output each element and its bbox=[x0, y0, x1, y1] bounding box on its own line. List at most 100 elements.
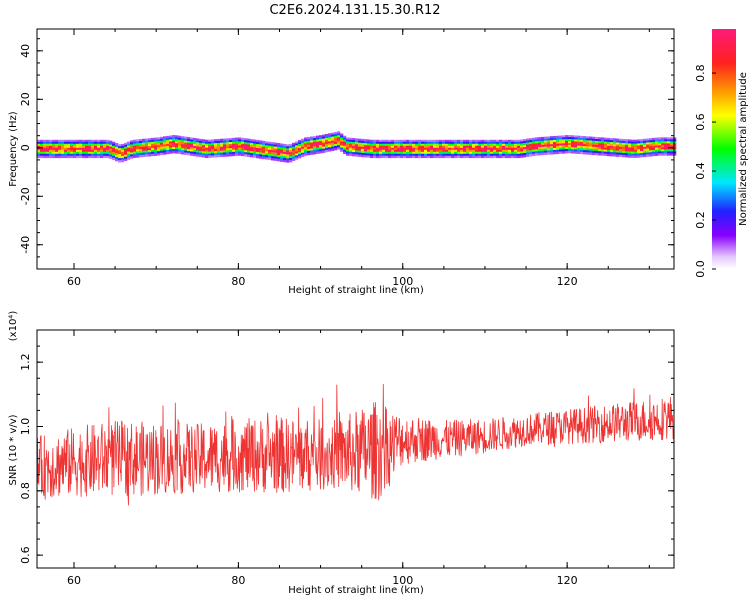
heatmap-cell bbox=[283, 151, 287, 155]
heatmap-cell bbox=[601, 141, 605, 144]
heatmap-cell bbox=[457, 151, 461, 155]
heatmap-cell bbox=[73, 143, 77, 147]
heatmap-cell bbox=[604, 151, 608, 154]
heatmap-cell bbox=[562, 145, 566, 148]
heatmap-cell bbox=[406, 147, 410, 151]
heatmap-cell bbox=[175, 151, 179, 154]
heatmap-cell bbox=[379, 143, 383, 147]
heatmap-cell bbox=[55, 153, 59, 157]
heatmap-cell bbox=[439, 153, 443, 157]
heatmap-cell bbox=[337, 147, 341, 150]
heatmap-cell bbox=[157, 143, 161, 146]
heatmap-cell bbox=[385, 153, 389, 157]
heatmap-cell bbox=[163, 144, 167, 147]
heatmap-cell bbox=[493, 151, 497, 155]
heatmap-cell bbox=[220, 138, 224, 142]
heatmap-cell bbox=[562, 141, 566, 144]
heatmap-cell bbox=[643, 150, 647, 154]
heatmap-cell bbox=[466, 147, 470, 151]
heatmap-cell bbox=[577, 137, 581, 140]
heatmap-cell bbox=[217, 150, 221, 154]
heatmap-cell bbox=[61, 151, 65, 155]
heatmap-cell bbox=[646, 140, 650, 143]
heatmap-cell bbox=[523, 143, 527, 146]
heatmap-cell bbox=[256, 145, 260, 149]
heatmap-cell bbox=[586, 152, 590, 155]
heatmap-cell bbox=[397, 155, 401, 159]
heatmap-cell bbox=[535, 139, 539, 142]
heatmap-cell bbox=[622, 144, 626, 148]
heatmap-cell bbox=[181, 148, 185, 151]
heatmap-cell bbox=[118, 156, 122, 159]
heatmap-cell bbox=[199, 146, 203, 150]
heatmap-cell bbox=[328, 143, 332, 146]
heatmap-cell bbox=[475, 143, 479, 147]
heatmap-cell bbox=[223, 154, 227, 157]
heatmap-cell bbox=[55, 149, 59, 153]
heatmap-cell bbox=[160, 150, 164, 154]
heatmap-cell bbox=[637, 151, 641, 154]
heatmap-cell bbox=[397, 145, 401, 149]
heatmap-cell bbox=[466, 139, 470, 143]
heatmap-cell bbox=[271, 144, 275, 147]
heatmap-cell bbox=[355, 150, 359, 153]
heatmap-cell bbox=[400, 151, 404, 155]
heatmap-cell bbox=[199, 138, 203, 142]
heatmap-cell bbox=[232, 141, 236, 145]
heatmap-cell bbox=[37, 145, 41, 149]
heatmap-cell bbox=[379, 155, 383, 159]
heatmap-cell bbox=[289, 150, 293, 153]
heatmap-cell bbox=[292, 148, 296, 152]
heatmap-cell bbox=[625, 139, 629, 142]
heatmap-cell bbox=[232, 153, 236, 157]
heatmap-cell bbox=[211, 145, 215, 148]
heatmap-cell bbox=[106, 153, 110, 157]
heatmap-cell bbox=[397, 153, 401, 157]
heatmap-cell bbox=[511, 139, 515, 143]
heatmap-cell bbox=[424, 139, 428, 143]
heatmap-cell bbox=[646, 154, 650, 157]
heatmap-cell bbox=[670, 139, 674, 142]
heatmap-cell bbox=[469, 153, 473, 157]
heatmap-cell bbox=[616, 140, 620, 143]
heatmap-cell bbox=[37, 153, 41, 157]
heatmap-cell bbox=[151, 143, 155, 147]
heatmap-cell bbox=[232, 137, 236, 141]
heatmap-cell bbox=[631, 143, 635, 146]
heatmap-cell bbox=[325, 139, 329, 143]
heatmap-cell bbox=[445, 139, 449, 143]
heatmap-cell bbox=[547, 146, 551, 149]
heatmap-cell bbox=[346, 147, 350, 150]
heatmap-cell bbox=[91, 143, 95, 147]
heatmap-cell bbox=[142, 154, 146, 158]
heatmap-cell bbox=[451, 153, 455, 157]
heatmap-cell bbox=[166, 139, 170, 143]
heatmap-cell bbox=[568, 135, 572, 138]
heatmap-cell bbox=[319, 149, 323, 152]
heatmap-cell bbox=[394, 149, 398, 153]
heatmap-cell bbox=[145, 142, 149, 145]
heatmap-cell bbox=[301, 142, 305, 146]
heatmap-cell bbox=[181, 136, 185, 139]
heatmap-cell bbox=[178, 139, 182, 143]
heatmap-cell bbox=[529, 138, 533, 141]
heatmap-cell bbox=[577, 143, 581, 146]
x-tick-label: 60 bbox=[67, 275, 81, 288]
heatmap-cell bbox=[382, 149, 386, 153]
heatmap-cell bbox=[280, 145, 284, 148]
heatmap-cell bbox=[439, 145, 443, 149]
heatmap-cell bbox=[349, 143, 353, 147]
heatmap-cell bbox=[451, 145, 455, 149]
heatmap-cell bbox=[190, 149, 194, 152]
heatmap-cell bbox=[391, 155, 395, 159]
heatmap-cell bbox=[118, 152, 122, 155]
heatmap-cell bbox=[613, 148, 617, 151]
heatmap-cell bbox=[292, 152, 296, 156]
snr-x-ticks: 60 80 100 120 bbox=[67, 330, 650, 587]
heatmap-cell bbox=[343, 137, 347, 141]
heatmap-cell bbox=[76, 147, 80, 151]
heatmap-cell bbox=[262, 152, 266, 156]
heatmap-cell bbox=[631, 141, 635, 144]
heatmap-cell bbox=[220, 146, 224, 150]
